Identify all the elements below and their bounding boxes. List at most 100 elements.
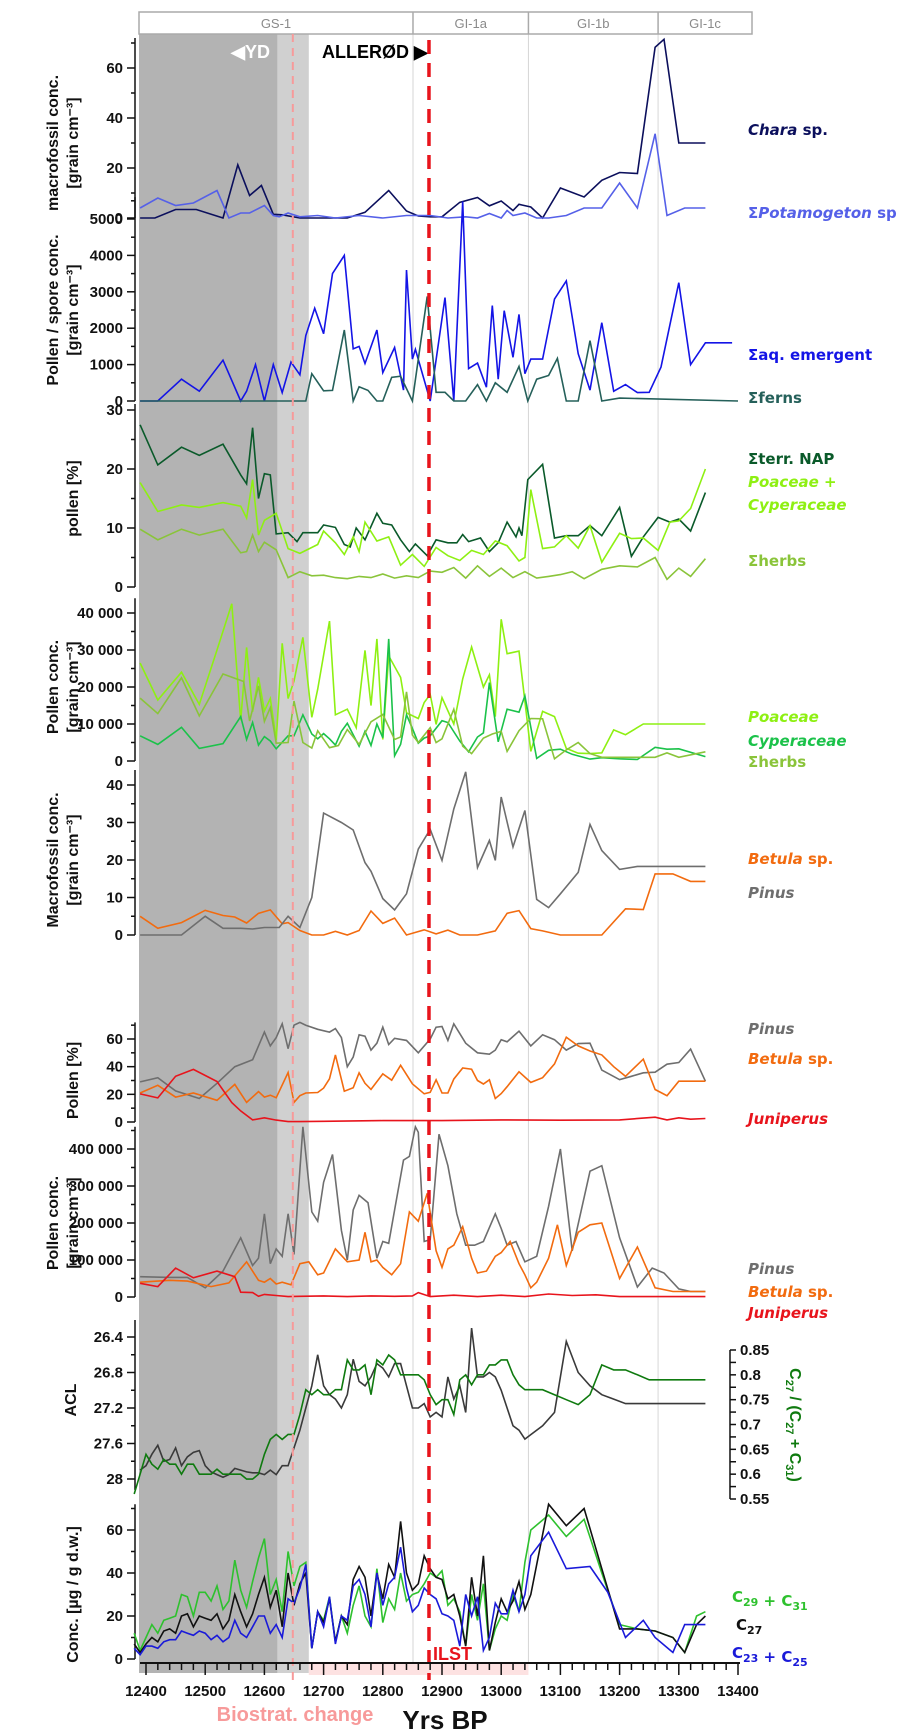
y-tick-label: 400 000 <box>69 1141 123 1158</box>
y-axis-title: Macrofossil conc. <box>45 792 62 927</box>
ratio-tick-label: 0.8 <box>740 1367 761 1384</box>
y-axis-title: pollen [%] <box>65 460 82 536</box>
y-tick-label: 40 <box>106 1059 123 1076</box>
series-line-pinus <box>140 1124 706 1293</box>
series-line--terr-nap <box>139 424 707 559</box>
y-axis-title: Pollen / spore conc. <box>45 234 62 385</box>
series-label: Chara sp. <box>748 121 828 139</box>
zone-header-label: GS-1 <box>261 16 291 31</box>
y-tick-label: 0 <box>115 210 123 227</box>
ratio-axis-title: C27 / (C27 + C31) <box>783 1368 803 1482</box>
y-tick-label: 30 000 <box>77 642 123 659</box>
series-label: Pinus <box>748 1020 794 1038</box>
series-label: Poaceae <box>748 708 819 726</box>
y-tick-label: 40 <box>106 777 123 794</box>
y-axis-title: Pollen conc. <box>45 640 62 734</box>
biostrat-change-label: Biostrat. change <box>217 1704 374 1726</box>
y-axis-title: [grain cm⁻³] <box>65 1177 82 1268</box>
series-line-juniperus <box>139 1267 706 1298</box>
yd-shade <box>139 34 278 1673</box>
series-line-betula-sp- <box>139 873 706 936</box>
series-label: Σherbs <box>748 753 806 771</box>
series-label: Juniperus <box>745 1304 828 1322</box>
y-tick-label: 40 <box>106 110 123 127</box>
panel-n-alkane-conc: 0 20 40 60 Conc. [µg / g d.w.] C29 + C31 C27 C2… <box>65 1502 808 1669</box>
y-tick-label: 0 <box>115 753 123 770</box>
ratio-tick-label: 0.85 <box>740 1342 769 1359</box>
panel-pollen-conc-herbs: 0 10 000 20 000 30 000 40 000 Pollen conc. [gr… <box>45 598 847 771</box>
y-tick-label: 20 000 <box>77 679 123 696</box>
yd-label: ◀YD <box>230 42 270 62</box>
x-tick-label: 13100 <box>540 1683 582 1700</box>
y-tick-label: 4000 <box>90 247 123 264</box>
zone-header-box <box>138 11 753 35</box>
y-tick-label: 0 <box>115 1114 123 1131</box>
y-tick-label: 10 <box>106 890 123 907</box>
series-line-c23-c25 <box>133 1530 706 1656</box>
y-tick-label: 60 <box>106 60 123 77</box>
x-tick-label: 12400 <box>125 1683 167 1700</box>
y-tick-label: 300 000 <box>69 1178 123 1195</box>
series-line--aq-emergent <box>140 201 733 403</box>
x-axis-title: Yrs BP <box>402 1705 487 1735</box>
series-label: Pinus <box>748 1260 794 1278</box>
y-tick-label: 40 <box>106 1565 123 1582</box>
series-line-juniperus <box>139 1068 706 1123</box>
series-line-acl <box>139 1328 706 1479</box>
acl-tick-label: 27.6 <box>94 1436 123 1453</box>
y-axis-title: macrofossil conc. <box>45 75 62 211</box>
series-label: C29 + C31 <box>732 1588 808 1613</box>
series-label: Betula sp. <box>748 850 833 868</box>
allerod-label: ALLERØD ▶ <box>322 42 429 62</box>
ratio-tick-label: 0.6 <box>740 1466 761 1483</box>
y-axis-title: [grain cm⁻³] <box>65 97 82 188</box>
x-tick-label: 13300 <box>658 1683 700 1700</box>
series-label: ΣPotamogeton sp. <box>748 204 898 222</box>
x-tick-label: 12600 <box>244 1683 286 1700</box>
y-tick-label: 2000 <box>90 320 123 337</box>
y-tick-label: 20 <box>106 852 123 869</box>
y-tick-label: 0 <box>115 1651 123 1668</box>
y-tick-label: 200 000 <box>69 1215 123 1232</box>
panel-pollen-conc-trees: 0 100 000 200 000 300 000 400 000 Pollen conc… <box>45 1124 833 1322</box>
zone-header-label: GI-1a <box>454 16 487 31</box>
y-axis-title: [grain cm⁻³] <box>65 641 82 732</box>
series-line--herbs <box>139 673 706 761</box>
series-line-c27 <box>133 1502 706 1655</box>
x-tick-label: 12800 <box>362 1683 404 1700</box>
y-tick-label: 20 <box>106 1608 123 1625</box>
y-tick-label: 3000 <box>90 284 123 301</box>
y-tick-label: 0 <box>115 927 123 944</box>
x-tick-label: 12900 <box>421 1683 463 1700</box>
series-line-c27-c27-c31- <box>133 1353 706 1495</box>
y-axis-title: [grain cm⁻³] <box>65 264 82 355</box>
series-label: Σherbs <box>748 552 806 570</box>
panel-pollen-spore-conc: 0 1000 2000 3000 4000 5000 Pollen / spore conc… <box>45 197 872 410</box>
zone-header-label: GI-1c <box>689 16 721 31</box>
x-tick-label: 12700 <box>303 1683 345 1700</box>
series-line-betula-sp- <box>139 1035 706 1105</box>
series-label: C23 + C25 <box>732 1644 808 1669</box>
y-tick-label: 60 <box>106 1522 123 1539</box>
series-line-cyperaceae <box>139 638 706 761</box>
y-axis-title: [grain cm⁻³] <box>65 814 82 905</box>
y-tick-label: 30 <box>106 815 123 832</box>
series-line--herbs <box>139 528 707 581</box>
y-axis-title: Conc. [µg / g d.w.] <box>65 1526 82 1663</box>
zone-header-label: GI-1b <box>577 16 610 31</box>
acl-tick-label: 26.4 <box>94 1329 124 1346</box>
zone-header: GS-1 GI-1a GI-1b GI-1c ◀YD ALLERØD ▶ <box>138 11 753 62</box>
acl-tick-label: 27.2 <box>94 1400 123 1417</box>
y-tick-label: 20 <box>106 461 123 478</box>
series-label: Σaq. emergent <box>748 346 872 364</box>
y-axis-title: Pollen conc. <box>45 1176 62 1270</box>
series-label: C27 <box>736 1616 762 1637</box>
panel-acl-ratio: 26.4 26.8 27.2 27.6 28 ACL 0.55 0.6 0.65 0.7 0.75 0… <box>63 1320 803 1508</box>
x-tick-label: 13200 <box>599 1683 641 1700</box>
zone-shading <box>139 34 659 1675</box>
series-line--ferns <box>140 296 739 405</box>
panel-pollen-percent-trees: 0 20 40 60 Pollen [%] Pinus Betula sp. Juniperu… <box>65 1020 833 1131</box>
y-tick-label: 40 000 <box>77 605 123 622</box>
